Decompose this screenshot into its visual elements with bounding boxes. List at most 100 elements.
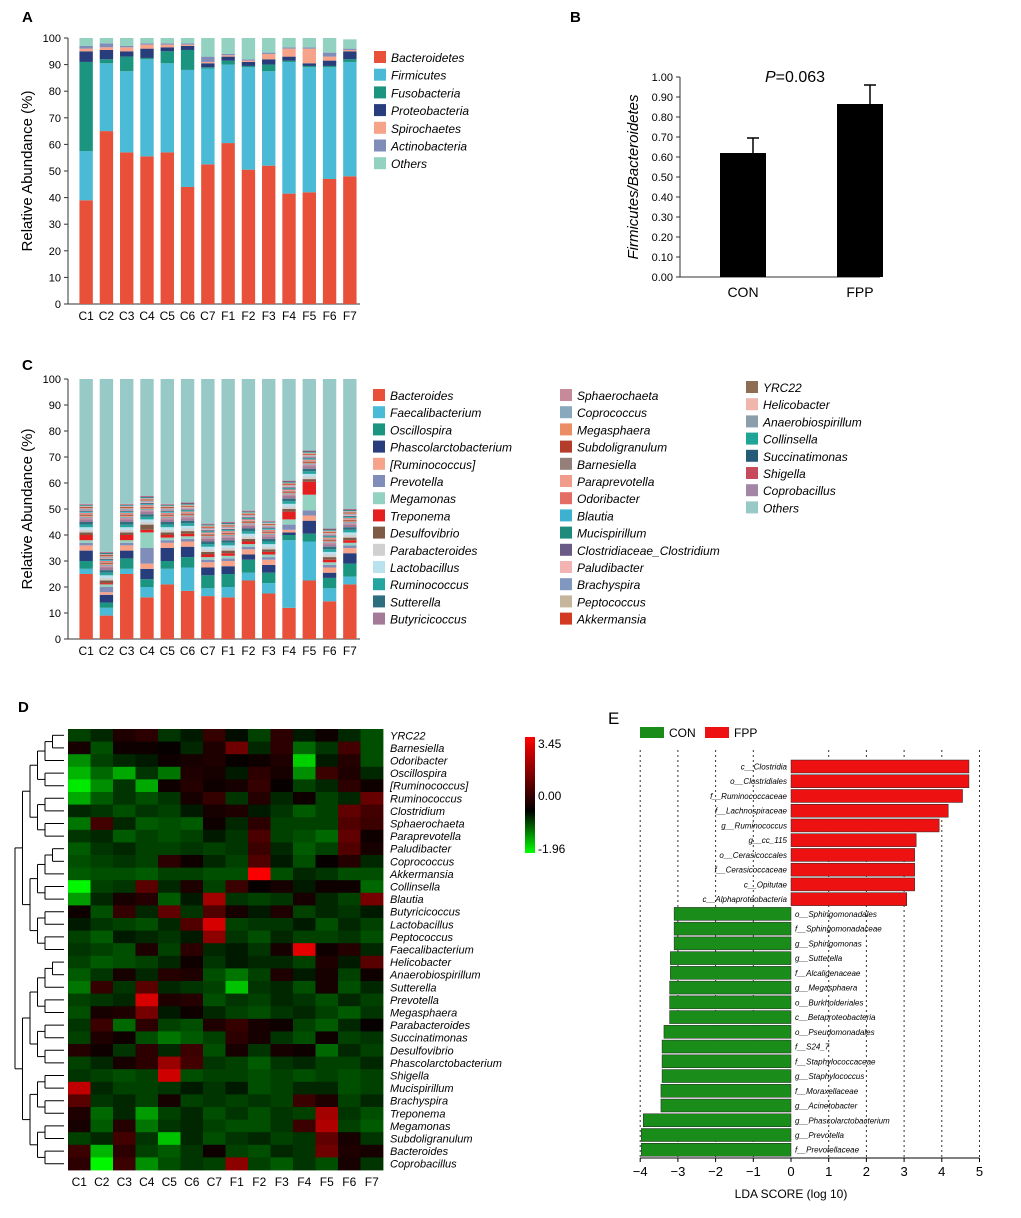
heatmap-cell: [135, 905, 159, 919]
bar-segment-collinsella: [79, 505, 93, 506]
bar-segment-sphaerochaeta: [120, 518, 134, 520]
bar-segment-prevotella: [241, 546, 256, 550]
bar-segment-spirochaetes: [99, 47, 114, 50]
heatmap-cell: [68, 1056, 91, 1070]
bar-segment-barnesiella: [343, 519, 357, 521]
bar-segment-firmicutes: [99, 63, 114, 132]
heatmap-cell: [113, 741, 136, 755]
lda-bar-g-phascolarctobacterium: [642, 1113, 792, 1127]
heatmap-cell: [270, 1107, 294, 1120]
bar-segment-butyricicoccus: [282, 496, 296, 499]
bar-segment-helicobacter: [343, 511, 357, 513]
heatmap-cell: [135, 955, 159, 969]
heatmap-cell: [68, 779, 91, 793]
legend-item-lactobacillus: Lactobacillus: [390, 561, 459, 575]
heatmap-cell: [68, 993, 91, 1007]
heatmap-cell: [225, 829, 249, 843]
y-tick-label: 50: [49, 504, 61, 516]
bar-segment-coprococcus: [180, 515, 195, 517]
bar-segment-helicobacter: [241, 512, 256, 514]
feature-label: f__Prevotellaceae: [795, 1146, 860, 1155]
feature-label: c__Betaproteobacteria: [795, 1013, 876, 1022]
bar-segment-fusobacteria: [140, 57, 154, 60]
bar-segment-butyricicoccus: [343, 524, 357, 528]
heatmap-cell: [270, 918, 294, 931]
column-label: C4: [139, 1175, 155, 1189]
heatmap-cell: [248, 930, 271, 944]
heatmap-cell: [248, 779, 271, 793]
heatmap-cell: [135, 754, 159, 768]
bar-segment-coprobacillus: [322, 528, 337, 530]
bar-segment-treponema: [160, 535, 174, 538]
bar-segment-ruminococcus: [343, 529, 357, 533]
heatmap-cell: [158, 842, 181, 856]
bar-segment-coprococcus: [140, 509, 154, 511]
heatmap-cell: [270, 993, 294, 1007]
row-label-subdoligranulum: Subdoligranulum: [390, 1134, 473, 1146]
heatmap-cell: [270, 741, 294, 755]
bar-segment-actinobacteria: [221, 53, 235, 56]
bar-segment-odoribacter: [79, 512, 93, 514]
bar-segment-desulfovibrio: [262, 549, 276, 552]
bar-segment-firmicutes: [241, 67, 256, 170]
bar-segment-oscillospira: [343, 563, 357, 577]
heatmap-cell: [360, 1132, 384, 1146]
heatmap-cell: [68, 880, 91, 894]
x-tick-label: C1: [78, 309, 94, 323]
bar-segment-proteobacteria: [221, 56, 235, 61]
y-axis-title: Relative Abundance (%): [19, 429, 36, 590]
heatmap-cell: [135, 1132, 159, 1146]
bar-segment-succinatimonas: [262, 521, 276, 523]
heatmap-cell: [315, 1018, 339, 1032]
x-tick-label: C7: [200, 309, 216, 323]
bar-segment-collinsella: [343, 510, 357, 512]
heatmap-cell: [293, 1107, 316, 1120]
heatmap-cell: [180, 741, 204, 755]
heatmap-cell: [203, 1132, 226, 1146]
heatmap-cell: [225, 1069, 249, 1083]
bar-segment-others: [343, 379, 357, 509]
bar-segment-yrc22: [99, 555, 114, 556]
bar-segment-proteobacteria: [79, 51, 93, 62]
heatmap-cell: [90, 1081, 114, 1095]
bar-segment-actinobacteria: [302, 47, 316, 49]
bar-segment-collinsella: [221, 523, 235, 525]
heatmap-cell: [180, 804, 204, 818]
panel-label-e: E: [608, 709, 619, 728]
bar-segment-bacteroides: [343, 584, 357, 639]
bar-segment-yrc22: [262, 523, 276, 525]
bar-segment-bacteroidetes: [262, 165, 276, 304]
heatmap-cell: [248, 741, 271, 755]
legend-item-coprococcus: Coprococcus: [577, 406, 647, 420]
heatmap-cell: [315, 930, 339, 944]
legend-swatch: [374, 139, 386, 152]
heatmap-cell: [158, 981, 181, 994]
heatmap-cell: [293, 918, 316, 931]
bar-segment-barnesiella: [322, 539, 337, 540]
bar-segment-ruminococcus: [241, 549, 256, 555]
bar-segment-sphaerochaeta: [201, 537, 215, 539]
bar-con: [720, 153, 766, 277]
legend-item-bacteroides: Bacteroides: [390, 389, 453, 403]
x-tick-label: F6: [323, 309, 337, 323]
heatmap-cell: [270, 1031, 294, 1045]
heatmap-cell: [203, 981, 226, 994]
row-label-treponema: Treponema: [390, 1108, 445, 1120]
heatmap-cell: [203, 918, 226, 931]
bar-segment-paraprevotella: [180, 512, 195, 514]
bar-segment-others: [160, 379, 174, 504]
bar-fpp: [837, 104, 883, 277]
heatmap-cell: [225, 905, 249, 919]
bar-segment-others: [221, 379, 235, 522]
bar-segment-others: [79, 379, 93, 504]
heatmap-cell: [338, 930, 361, 944]
bar-segment-coprobacillus: [343, 509, 357, 510]
heatmap-cell: [203, 892, 226, 906]
bar-segment-yrc22: [221, 525, 235, 526]
heatmap-cell: [158, 792, 181, 805]
heatmap-cell: [248, 1018, 271, 1032]
bar-segment-yrc22: [343, 512, 357, 513]
bar-segment-odoribacter: [201, 532, 215, 534]
heatmap-cell: [315, 729, 339, 742]
bar-segment-megasphaera: [322, 540, 337, 542]
